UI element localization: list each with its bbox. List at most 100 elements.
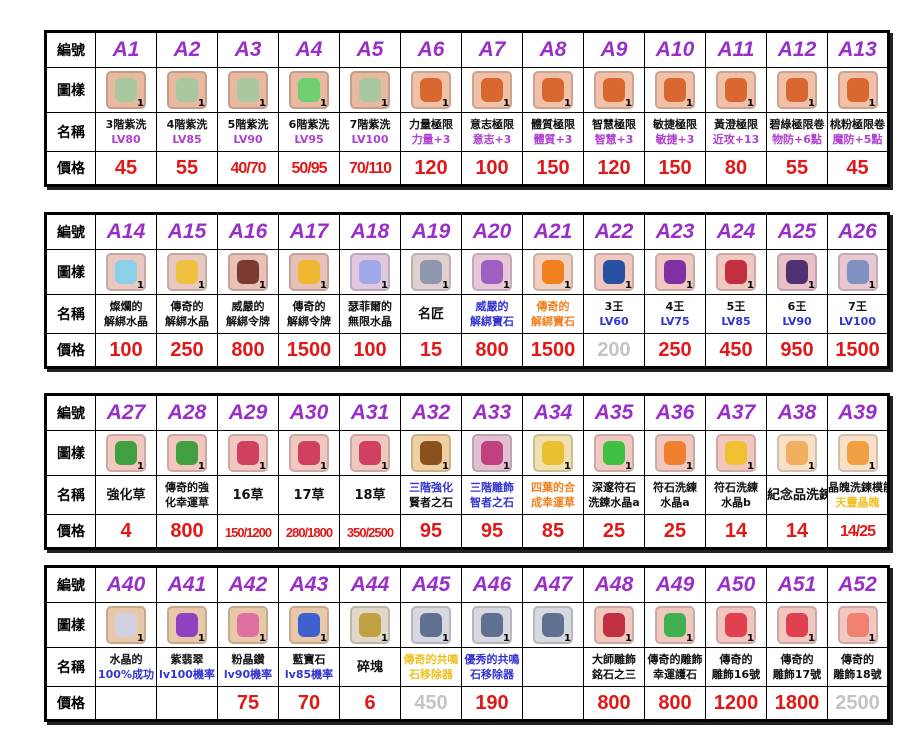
item-id: A24 (716, 220, 756, 243)
crown-icon: 1 (716, 253, 756, 291)
item-subtitle: 體質+3 (533, 133, 573, 146)
item-price: 95 (480, 519, 504, 542)
item-icon-cell: 1 (400, 602, 462, 648)
quantity-badge: 1 (686, 98, 693, 109)
item-icon-cell: 1 (644, 249, 706, 295)
item-price: 280/1800 (285, 524, 333, 540)
remover-icon: 1 (472, 606, 512, 644)
scroll-icon: 1 (472, 71, 512, 109)
item-price: 55 (785, 156, 809, 179)
item-id-cell: A51 (766, 566, 828, 603)
item-price-cell: 45 (95, 151, 157, 186)
item-price: 45 (114, 156, 138, 179)
item-price: 450 (719, 338, 753, 361)
item-name: 傳奇的雕飾 (647, 653, 703, 666)
item-name: 黃澄極限 (714, 118, 758, 131)
item-id-cell: A15 (156, 213, 218, 250)
item-id-cell: A31 (339, 394, 401, 431)
lock-token-shape (298, 260, 320, 284)
clover-icon: 1 (106, 434, 146, 472)
item-name: 傳奇的 (841, 653, 874, 666)
quantity-badge: 1 (686, 633, 693, 644)
item-id-cell: A7 (461, 31, 523, 68)
item-subtitle: LV95 (294, 133, 324, 146)
item-price-cell: 75 (217, 686, 279, 721)
item-name-cell: 7王 LV100 (827, 294, 889, 334)
crown-shape (725, 260, 747, 284)
item-table-1: 編號 A1 A2 A3 A4 A5 A6 A7 A8 A9 A10 A11 A12 A13 圖樣 1 1 1 1 1 1… (44, 30, 890, 187)
quantity-badge: 1 (198, 633, 205, 644)
scroll-icon: 1 (411, 71, 451, 109)
item-name: 敏捷極限 (653, 118, 697, 131)
item-id-cell: A23 (644, 213, 706, 250)
item-name-cell: 7階紫洗 LV100 (339, 112, 401, 152)
item-price: 70 (297, 691, 321, 714)
item-price-cell (522, 686, 584, 721)
item-id: A25 (777, 220, 817, 243)
quantity-badge: 1 (747, 633, 754, 644)
item-price-cell: 250 (156, 333, 218, 368)
item-price: 4 (120, 519, 132, 542)
item-id-cell: A39 (827, 394, 889, 431)
item-name-cell: 6階紫洗 LV95 (278, 112, 340, 152)
crystal-shape (115, 260, 137, 284)
id-row: 編號 A1 A2 A3 A4 A5 A6 A7 A8 A9 A10 A11 A12 A13 (45, 31, 889, 68)
scroll-shape (786, 78, 808, 102)
item-id-cell: A44 (339, 566, 401, 603)
crystal-icon: 1 (167, 253, 207, 291)
hourglass-icon: 1 (289, 71, 329, 109)
item-price: 14/25 (839, 523, 876, 540)
item-id-cell: A42 (217, 566, 279, 603)
row-label-id: 編號 (45, 31, 96, 68)
quantity-badge: 1 (442, 280, 449, 291)
hourglass-icon: 1 (350, 71, 390, 109)
item-subtitle: 解綁寶石 (531, 315, 575, 328)
quantity-badge: 1 (868, 461, 876, 472)
item-price: 1500 (530, 338, 576, 361)
item-id: A47 (533, 573, 573, 596)
item-name: 大師雕飾 (592, 653, 636, 666)
item-id-cell: A21 (522, 213, 584, 250)
item-subtitle: 雕飾17號 (772, 668, 822, 681)
item-subtitle: 成幸運草 (531, 496, 575, 509)
item-id-cell: A19 (400, 213, 462, 250)
scroll-icon: 1 (716, 71, 756, 109)
hourglass-icon: 1 (106, 71, 146, 109)
item-icon-cell: 1 (156, 67, 218, 113)
item-price-cell: 55 (766, 151, 828, 186)
item-price-cell: 80 (705, 151, 767, 186)
engraving-stone-icon: 1 (594, 606, 634, 644)
quantity-badge: 1 (625, 98, 632, 109)
item-name: 水晶的 (109, 653, 143, 666)
gem-icon: 1 (472, 253, 512, 291)
item-price: 14 (785, 519, 809, 542)
item-price: 190 (475, 691, 509, 714)
item-name-cell: 17草 (278, 475, 340, 515)
item-price: 70/110 (348, 160, 392, 177)
item-price: 250 (170, 338, 204, 361)
item-name-cell: 強化草 (95, 475, 157, 515)
item-icon-cell: 1 (766, 430, 828, 476)
item-icon-cell: 1 (522, 430, 584, 476)
clover-shape (298, 441, 320, 465)
item-id-cell: A6 (400, 31, 462, 68)
row-label-id: 編號 (45, 394, 96, 431)
item-name: 燦爛的 (109, 300, 143, 313)
quantity-badge: 1 (381, 98, 388, 109)
item-price-cell: 150/1200 (217, 514, 279, 549)
item-icon-cell: 1 (400, 430, 462, 476)
item-name: 紫翡翠 (170, 653, 204, 666)
item-id-cell: A36 (644, 394, 706, 431)
item-name: 智慧極限 (592, 118, 636, 131)
item-price: 95 (419, 519, 443, 542)
item-price-cell: 950 (766, 333, 828, 368)
item-id: A14 (106, 220, 146, 243)
item-price: 150/1200 (224, 524, 272, 540)
item-table-2: 編號 A14 A15 A16 A17 A18 A19 A20 A21 A22 A23 A24 A25 A2… (44, 212, 890, 369)
wand-shape (115, 613, 137, 637)
item-price: 80 (724, 156, 748, 179)
item-id: A35 (594, 401, 634, 424)
item-id: A1 (112, 38, 140, 61)
item-id-cell: A26 (827, 213, 889, 250)
name-row: 名稱 燦爛的 解綁水晶 傳奇的 解綁水晶 威嚴的 解綁令牌 傳奇的 解綁令牌 瑟菲爾的 無限水晶 名匠… (45, 294, 889, 334)
